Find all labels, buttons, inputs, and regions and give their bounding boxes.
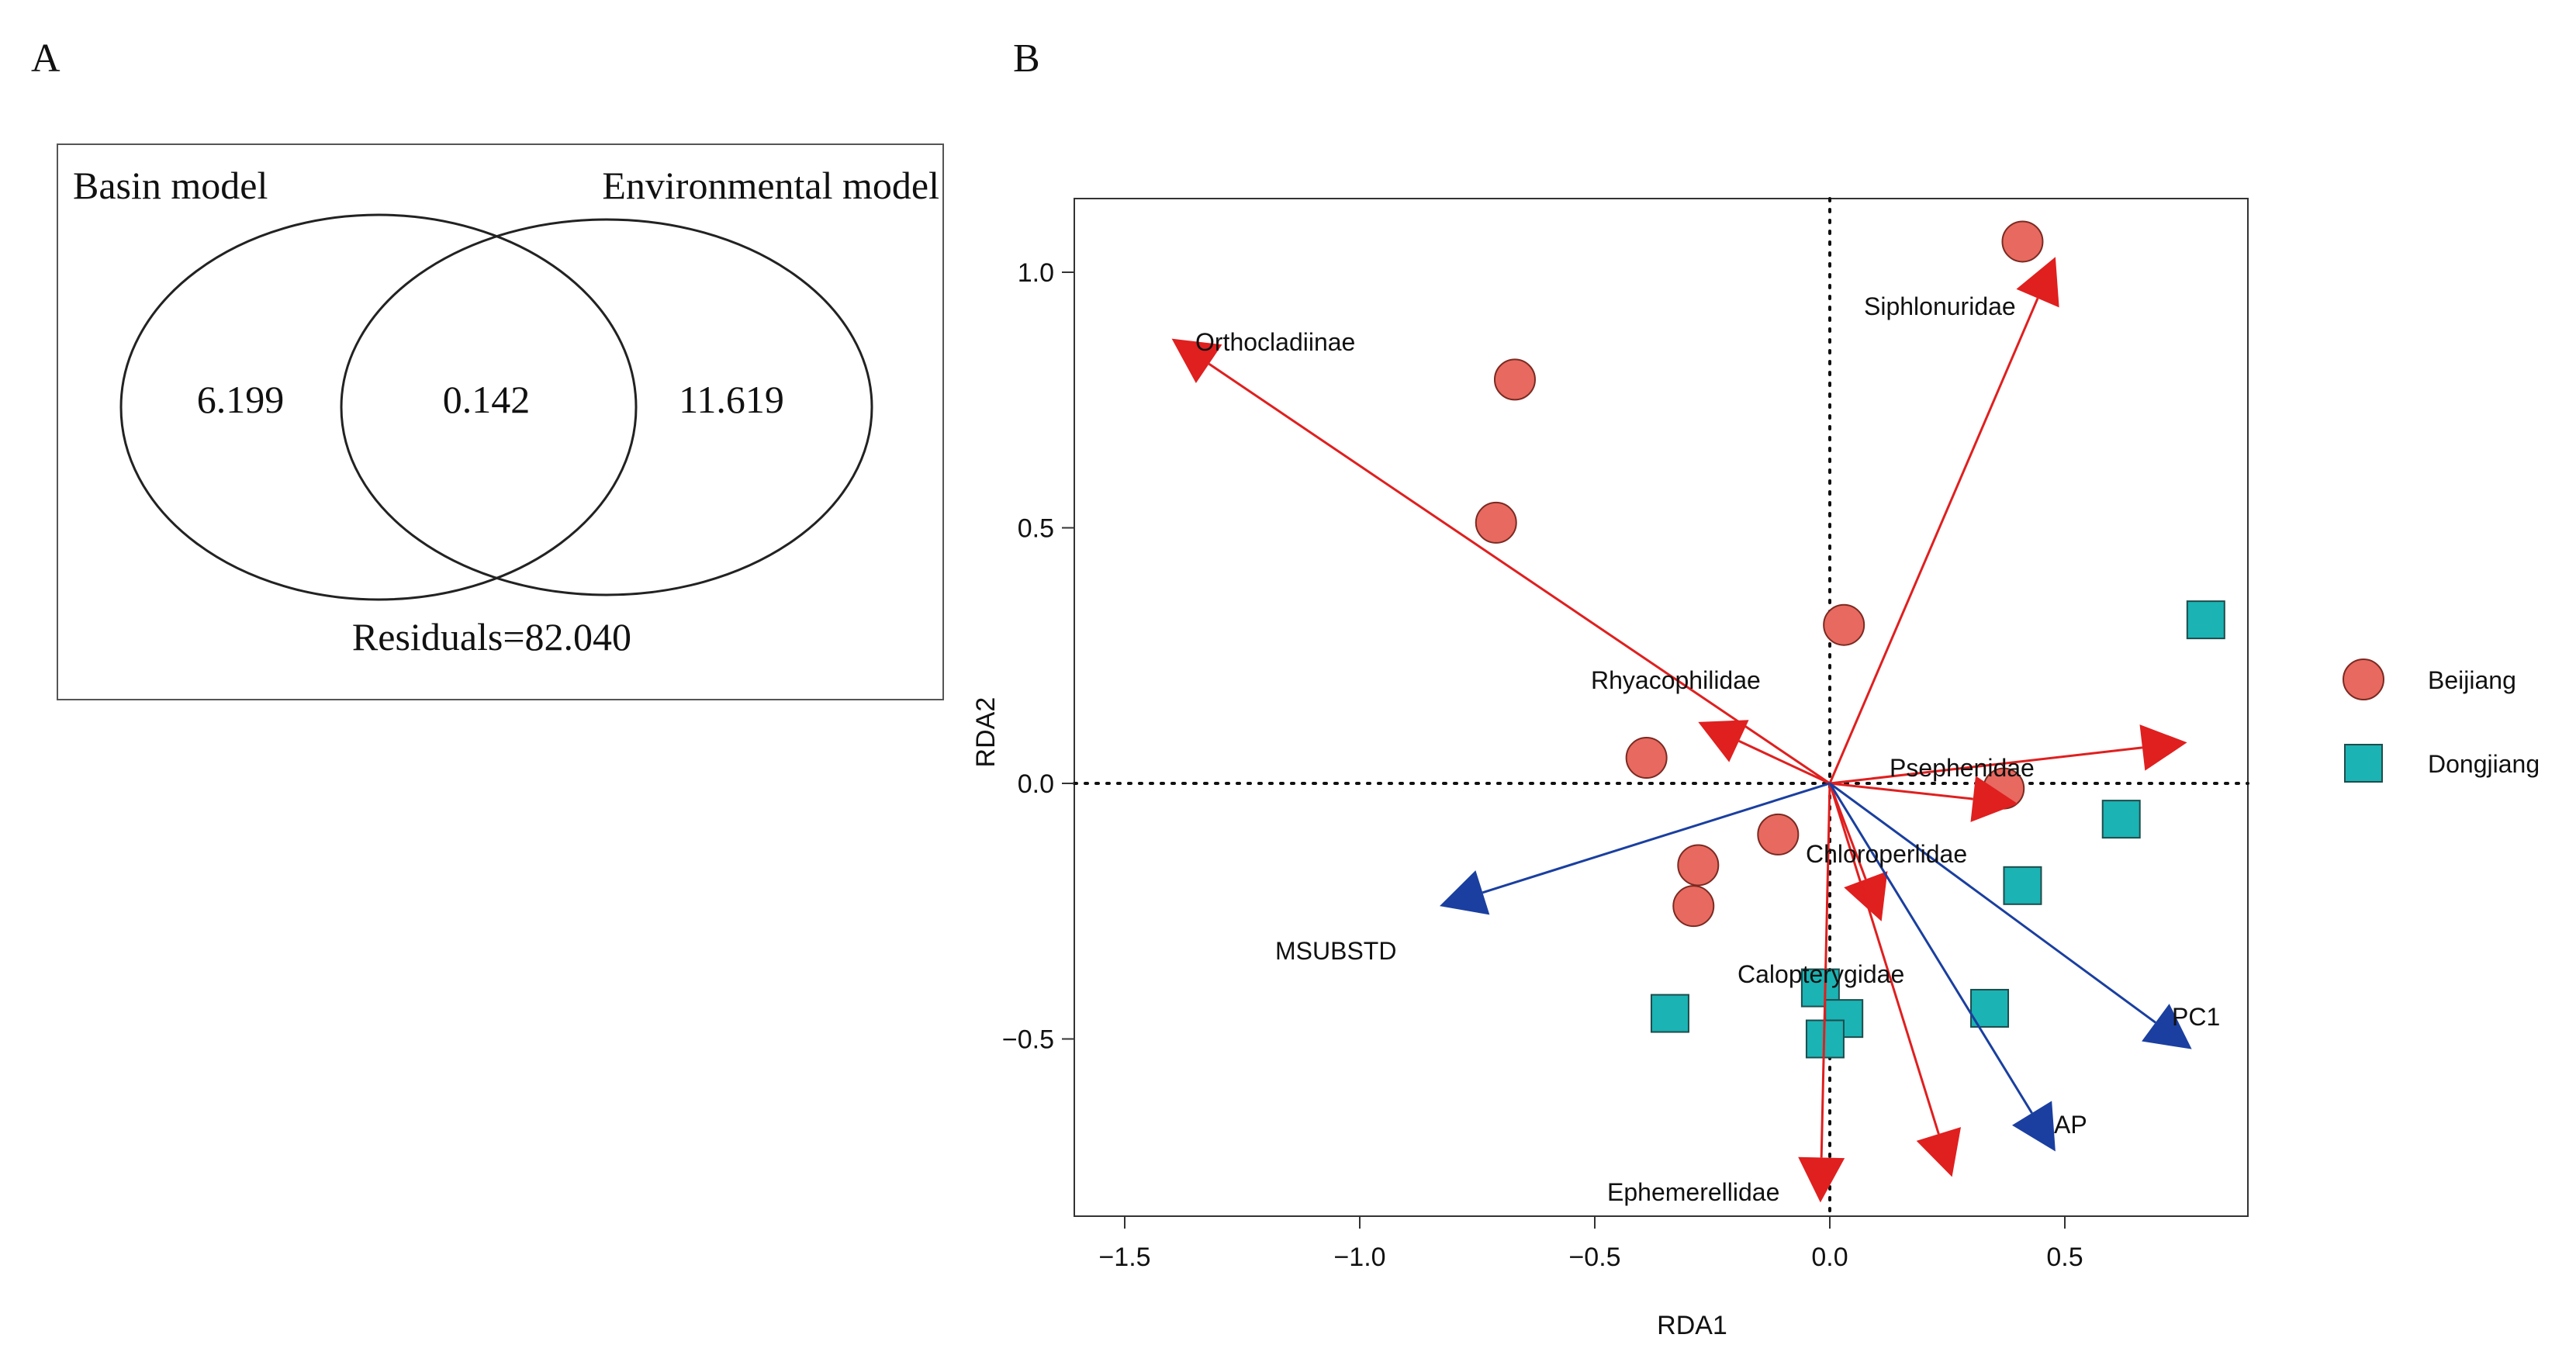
- venn-residuals: Residuals=82.040: [352, 615, 631, 659]
- species-arrow-head: [1798, 1156, 1845, 1203]
- species-arrow-shaft: [1738, 740, 1831, 785]
- species-arrow-label: Chloroperlidae: [1806, 840, 1967, 868]
- dongjiang-point: [2186, 600, 2225, 640]
- panel-b-label: B: [1013, 36, 1040, 81]
- panel-a-label: A: [31, 36, 61, 81]
- x-tick-label: −1.0: [1333, 1243, 1385, 1272]
- beijiang-point: [2001, 220, 2044, 263]
- env-arrow-label: PC1: [2172, 1003, 2220, 1031]
- species-arrow-shaft: [1828, 297, 2039, 784]
- venn-frame: [57, 143, 944, 700]
- species-arrow-shaft: [1208, 362, 1831, 785]
- species-arrow-head: [1916, 1127, 1962, 1177]
- species-arrow-label: Rhyacophilidae: [1591, 666, 1761, 694]
- y-tick-label: 1.0: [1018, 258, 1054, 288]
- env-arrow-label: AP: [2054, 1111, 2087, 1139]
- venn-value-basin-only: 6.199: [197, 378, 285, 421]
- env-arrow-shaft: [1828, 783, 2033, 1114]
- x-tick-label: −0.5: [1568, 1243, 1620, 1272]
- x-tick-label: −1.5: [1098, 1243, 1150, 1272]
- species-arrow-label: Siphlonuridae: [1864, 292, 2016, 320]
- y-axis-label: RDA2: [971, 697, 1001, 768]
- beijiang-point: [1625, 737, 1668, 780]
- species-arrow-shaft: [1829, 782, 1973, 800]
- species-arrow-label: Ephemerellidae: [1607, 1178, 1779, 1206]
- species-arrow-head: [1970, 776, 2018, 822]
- beijiang-point: [1475, 501, 1517, 544]
- dongjiang-point: [1650, 994, 1689, 1033]
- species-arrow-shaft: [1829, 746, 2143, 785]
- species-arrow-label: Psephenidae: [1890, 754, 2035, 782]
- env-arrow-shaft: [1482, 782, 1831, 894]
- dongjiang-point: [1800, 968, 1840, 1008]
- species-arrow-label: Orthocladiinae: [1195, 328, 1355, 356]
- y-tick-label: −0.5: [1002, 1025, 1054, 1055]
- venn-value-environmental-only: 11.619: [679, 378, 784, 421]
- species-arrow-head: [2139, 724, 2187, 771]
- legend-beijiang-label: Beijiang: [2428, 666, 2516, 694]
- legend-dongjiang-label: Dongjiang: [2428, 750, 2540, 778]
- env-arrow-head: [1440, 870, 1490, 915]
- venn-value-overlap: 0.142: [443, 378, 531, 421]
- legend-beijiang-marker: [2343, 659, 2384, 700]
- env-arrow-shaft: [1829, 782, 2156, 1024]
- x-tick-label: 0.0: [1811, 1243, 1848, 1272]
- venn-label-basin: Basin model: [73, 164, 268, 207]
- dongjiang-point: [2003, 866, 2042, 905]
- beijiang-point: [1823, 603, 1865, 646]
- species-arrow-shaft: [1820, 783, 1831, 1158]
- venn-circle-environmental: [340, 218, 873, 596]
- legend-dongjiang-marker: [2344, 744, 2383, 783]
- env-arrow-head: [2011, 1101, 2056, 1152]
- beijiang-point: [1757, 813, 1800, 856]
- species-arrow-head: [2016, 257, 2059, 308]
- species-arrow-head: [1698, 720, 1749, 762]
- species-arrow-head: [1171, 338, 1222, 384]
- dongjiang-point: [1970, 988, 2010, 1028]
- venn-circle-basin: [119, 213, 638, 601]
- beijiang-point: [1672, 885, 1715, 928]
- rda-plot: −1.5 −1.0 −0.5 0.0 0.5 1.0 0.5 0.0 −0.5 RDA1 RDA2 O…: [971, 197, 2540, 1340]
- species-arrow-shaft: [1828, 783, 1940, 1135]
- x-axis-label: RDA1: [1657, 1311, 1727, 1340]
- x-tick-label: 0.5: [2046, 1243, 2083, 1272]
- beijiang-point: [1677, 844, 1720, 887]
- y-tick-label: 0.0: [1018, 769, 1054, 799]
- venn-label-environmental: Environmental model: [602, 164, 939, 207]
- dongjiang-point: [2101, 800, 2141, 839]
- env-arrow-head: [2142, 1004, 2192, 1049]
- species-arrow-label: Calopterygidae: [1738, 960, 1904, 988]
- env-arrow-label: MSUBSTD: [1275, 937, 1396, 965]
- beijiang-point: [1493, 358, 1536, 401]
- y-tick-label: 0.5: [1018, 514, 1054, 544]
